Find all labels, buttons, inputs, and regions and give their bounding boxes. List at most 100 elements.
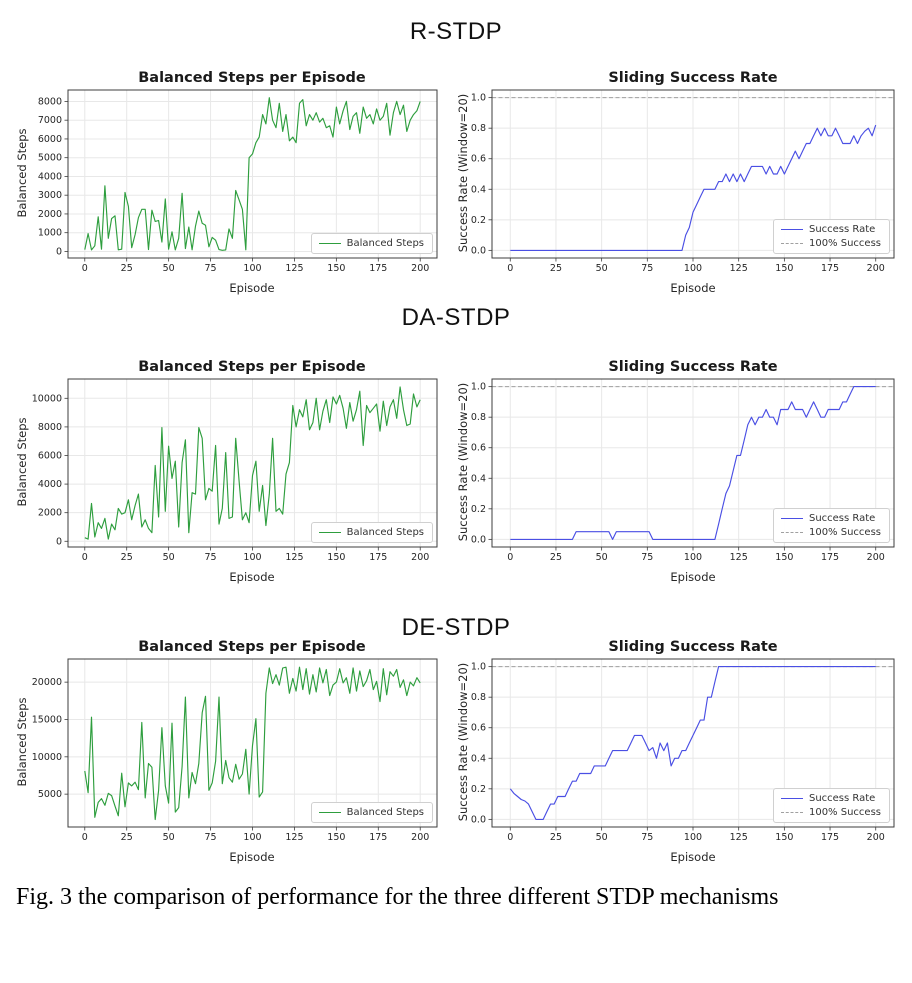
legend-label: Success Rate: [808, 513, 876, 524]
series-line: [509, 666, 876, 820]
legend-entry: Success Rate: [780, 792, 881, 805]
section-title-r-stdp: R-STDP: [409, 18, 503, 45]
x-tick-label: 0: [82, 552, 88, 563]
x-tick-label: 50: [596, 263, 608, 274]
x-tick-label: 100: [684, 552, 702, 563]
legend: Balanced Steps: [310, 522, 433, 543]
section-title-da-stdp: DA-STDP: [401, 304, 511, 331]
y-axis-label: Balanced Steps: [15, 128, 29, 217]
x-tick-label: 75: [641, 832, 653, 843]
plot-da-stdp-steps: Balanced Steps per Episode Balanced Step…: [15, 359, 438, 584]
legend-entry: Balanced Steps: [318, 806, 424, 819]
x-tick-label: 100: [684, 263, 702, 274]
x-tick-label: 150: [775, 552, 793, 563]
x-tick-label: 25: [121, 263, 133, 274]
line-swatch-icon: [780, 518, 803, 519]
x-tick-label: 75: [641, 263, 653, 274]
y-tick-label: 0.2: [471, 504, 486, 515]
dashed-line-swatch-icon: [780, 243, 803, 244]
legend-label: 100% Success: [808, 527, 881, 538]
panel-da-stdp-steps: Balanced Steps per Episode Balanced Step…: [14, 355, 452, 587]
x-tick-label: 50: [596, 552, 608, 563]
panel-de-stdp-rate: Sliding Success Rate Success Rate (Windo…: [458, 635, 908, 867]
x-tick-label: 175: [821, 552, 839, 563]
legend: Success Rate 100% Success: [772, 508, 890, 543]
legend-entry: Balanced Steps: [318, 237, 424, 250]
legend-label: 100% Success: [808, 807, 881, 818]
series-line: [84, 666, 421, 821]
y-tick-label: 0.8: [471, 123, 486, 134]
y-tick-label: 1.0: [471, 382, 486, 393]
legend-entry: 100% Success: [780, 526, 881, 539]
x-axis-label: Episode: [229, 850, 274, 864]
x-tick-label: 125: [285, 263, 303, 274]
x-tick-label: 200: [867, 263, 885, 274]
chart-title: Sliding Success Rate: [608, 70, 777, 86]
y-tick-label: 4000: [38, 479, 62, 490]
y-tick-label: 10000: [32, 393, 62, 404]
x-tick-label: 125: [285, 552, 303, 563]
legend-label: Balanced Steps: [346, 238, 424, 249]
series-line: [84, 386, 421, 540]
series-line: [510, 386, 876, 540]
panel-da-stdp-rate: Sliding Success Rate Success Rate (Windo…: [458, 355, 908, 587]
y-tick-label: 0.0: [471, 534, 486, 545]
x-tick-label: 150: [327, 832, 345, 843]
x-axis-label: Episode: [229, 570, 274, 584]
x-tick-label: 150: [775, 263, 793, 274]
legend-entry: 100% Success: [780, 806, 881, 819]
x-tick-label: 100: [243, 263, 261, 274]
legend-label: 100% Success: [808, 238, 881, 249]
y-tick-label: 0.6: [471, 723, 486, 734]
x-tick-label: 75: [205, 552, 217, 563]
x-tick-label: 125: [285, 832, 303, 843]
x-tick-label: 200: [411, 263, 429, 274]
x-axis-label: Episode: [670, 850, 715, 864]
y-tick-label: 6000: [38, 450, 62, 461]
chart-title: Balanced Steps per Episode: [138, 359, 366, 375]
y-tick-label: 5000: [38, 789, 62, 800]
x-tick-label: 175: [821, 832, 839, 843]
x-tick-label: 50: [163, 832, 175, 843]
y-tick-label: 0.4: [471, 753, 486, 764]
x-tick-label: 200: [411, 832, 429, 843]
x-tick-label: 0: [507, 832, 513, 843]
x-tick-label: 0: [82, 832, 88, 843]
legend-entry: Success Rate: [780, 223, 881, 236]
y-tick-label: 0: [56, 536, 62, 547]
chart-title: Balanced Steps per Episode: [138, 70, 366, 86]
x-tick-label: 25: [550, 552, 562, 563]
legend: Balanced Steps: [310, 802, 433, 823]
y-tick-label: 5000: [38, 153, 62, 164]
x-tick-label: 175: [369, 552, 387, 563]
y-tick-label: 2000: [38, 508, 62, 519]
line-swatch-icon: [318, 812, 341, 813]
x-tick-label: 175: [369, 263, 387, 274]
dashed-line-swatch-icon: [780, 812, 803, 813]
line-swatch-icon: [780, 798, 803, 799]
x-tick-label: 75: [205, 263, 217, 274]
y-axis-label: Balanced Steps: [15, 417, 29, 506]
x-axis-label: Episode: [670, 570, 715, 584]
plot-de-stdp-rate: Sliding Success Rate Success Rate (Windo…: [458, 639, 895, 864]
y-tick-label: 0.6: [471, 154, 486, 165]
y-tick-label: 0.0: [471, 814, 486, 825]
y-tick-label: 1000: [38, 228, 62, 239]
y-tick-label: 0: [56, 246, 62, 257]
legend: Success Rate 100% Success: [772, 788, 890, 823]
x-tick-label: 0: [507, 263, 513, 274]
x-tick-label: 100: [243, 832, 261, 843]
series-line: [510, 124, 877, 251]
legend: Success Rate 100% Success: [772, 219, 890, 254]
y-tick-label: 1.0: [471, 662, 486, 673]
line-swatch-icon: [780, 229, 803, 230]
y-tick-label: 4000: [38, 171, 62, 182]
y-tick-label: 0.4: [471, 184, 486, 195]
legend-entry: 100% Success: [780, 237, 881, 250]
x-tick-label: 125: [730, 832, 748, 843]
chart-title: Balanced Steps per Episode: [138, 639, 366, 655]
line-swatch-icon: [318, 532, 341, 533]
y-axis-label: Success Rate (Window=20): [458, 94, 470, 253]
x-tick-label: 100: [684, 832, 702, 843]
x-tick-label: 175: [821, 263, 839, 274]
